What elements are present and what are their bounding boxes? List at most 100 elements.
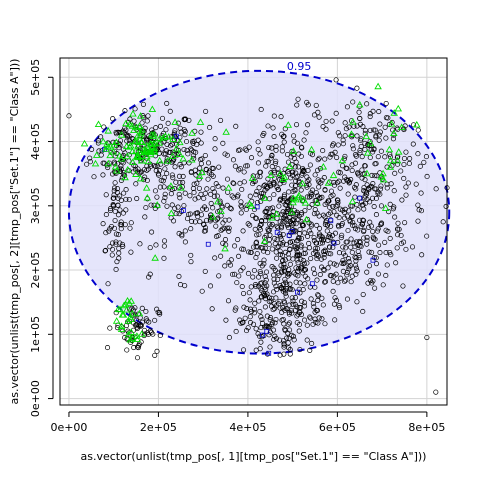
point (235, 237, 241, 243)
point-green (374, 82, 382, 90)
point (401, 161, 407, 168)
point (274, 255, 280, 261)
point (247, 314, 253, 320)
point (222, 263, 228, 269)
point-green (163, 157, 172, 164)
point (301, 137, 307, 143)
point-green (366, 139, 375, 147)
point (300, 168, 306, 174)
point-blue (254, 204, 260, 210)
point (282, 307, 288, 313)
point (117, 221, 123, 228)
point (210, 205, 216, 211)
point (364, 182, 370, 188)
point-green (135, 309, 144, 317)
point (175, 120, 181, 126)
point-green (175, 150, 184, 158)
point (238, 268, 244, 274)
point (185, 151, 191, 157)
point (134, 195, 140, 202)
point (391, 188, 397, 194)
point (208, 191, 214, 197)
point (286, 309, 292, 316)
point (362, 177, 368, 183)
point (316, 225, 323, 231)
point (378, 203, 385, 209)
point (308, 255, 314, 262)
point (136, 343, 142, 349)
point (258, 294, 264, 300)
point (387, 201, 393, 207)
point-blue (309, 281, 315, 287)
point (248, 249, 254, 255)
point (271, 265, 277, 271)
point-green (123, 305, 131, 313)
point (287, 286, 293, 292)
point (259, 288, 265, 294)
point (188, 252, 194, 258)
point (289, 310, 295, 316)
point (313, 248, 319, 254)
point-green (347, 130, 356, 137)
point (344, 239, 350, 245)
point (316, 184, 322, 190)
point (118, 166, 124, 172)
point (143, 308, 149, 315)
point (394, 245, 400, 251)
point (266, 298, 272, 304)
point (285, 225, 291, 231)
point (113, 131, 120, 137)
point (276, 272, 282, 278)
point-green (386, 163, 395, 170)
point (309, 187, 316, 193)
point-green (276, 169, 285, 177)
point (352, 184, 358, 190)
point (308, 221, 314, 227)
point (370, 228, 376, 235)
point (322, 279, 328, 285)
point (327, 232, 333, 238)
point (282, 249, 288, 255)
point (262, 188, 268, 194)
point (202, 152, 208, 159)
point-green (150, 144, 159, 152)
point-green (198, 168, 206, 176)
point-green (349, 118, 357, 125)
point-green (130, 126, 138, 134)
point (287, 281, 293, 287)
point (206, 170, 212, 176)
point (172, 205, 178, 211)
point (294, 209, 300, 215)
point-green (171, 118, 179, 125)
point (319, 240, 326, 246)
point (233, 328, 239, 335)
point (386, 209, 392, 215)
point (160, 178, 166, 184)
point (176, 184, 182, 190)
point (361, 235, 367, 241)
point (203, 167, 209, 173)
point-blue (264, 328, 270, 334)
point (109, 252, 115, 258)
point (323, 126, 329, 132)
point-green (136, 174, 145, 182)
point (357, 217, 363, 223)
point-blue (357, 195, 363, 201)
point (312, 246, 318, 252)
point (366, 249, 372, 255)
point (148, 329, 155, 335)
point (353, 262, 359, 268)
point (322, 187, 328, 193)
point (239, 246, 245, 252)
point (101, 124, 107, 130)
point-green (319, 162, 328, 170)
point (255, 139, 261, 145)
point (309, 192, 315, 198)
point (383, 100, 389, 107)
point (224, 202, 230, 208)
point (258, 339, 264, 345)
point (214, 193, 220, 199)
point (104, 345, 111, 351)
point (157, 123, 164, 129)
point (295, 260, 301, 266)
